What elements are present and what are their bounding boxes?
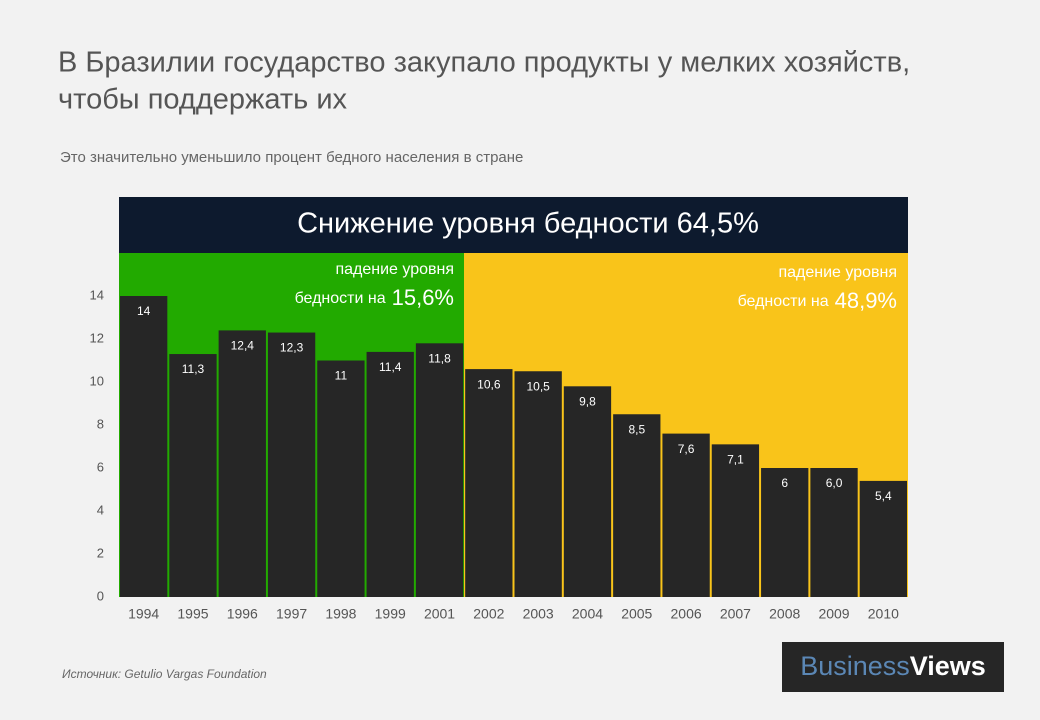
x-tick-label: 1994: [128, 606, 159, 622]
value-label: 11,3: [182, 362, 205, 376]
y-tick-label: 0: [97, 588, 104, 603]
value-label: 7,6: [678, 442, 695, 456]
x-tick-label: 2004: [572, 606, 603, 622]
subtitle: Это значительно уменьшило процент бедног…: [60, 149, 523, 166]
x-tick-label: 2006: [671, 606, 702, 622]
banner: [119, 197, 908, 253]
value-label: 6,0: [826, 476, 843, 490]
banner-text: Снижение уровня бедности 64,5%: [297, 208, 759, 240]
x-tick-label: 1999: [375, 606, 406, 622]
y-tick-label: 2: [97, 545, 104, 560]
bar: [859, 480, 907, 597]
y-tick-label: 6: [97, 459, 104, 474]
annotation: бедности на 15,6%: [295, 285, 454, 310]
bar: [366, 351, 414, 597]
value-label: 10,6: [477, 377, 501, 391]
bar: [810, 468, 858, 597]
y-tick-label: 10: [90, 373, 104, 388]
value-label: 11: [335, 369, 348, 383]
bar: [218, 330, 266, 597]
x-tick-label: 1996: [227, 606, 258, 622]
value-label: 9,8: [579, 394, 596, 408]
annotation: бедности на 48,9%: [738, 288, 897, 313]
bar: [711, 444, 760, 597]
bar: [415, 343, 464, 597]
annotation: бедности на: [295, 290, 386, 307]
source: Источник: Getulio Vargas Foundation: [62, 667, 267, 681]
bar: [465, 369, 513, 597]
x-tick-label: 2005: [621, 606, 652, 622]
value-label: 11,4: [379, 360, 402, 374]
bar: [267, 332, 316, 597]
bar: [563, 386, 612, 597]
value-label: 7,1: [727, 453, 744, 467]
value-label: 12,3: [280, 341, 304, 355]
x-tick-label: 1995: [177, 606, 208, 622]
x-tick-label: 1997: [276, 606, 307, 622]
bar: [514, 371, 562, 597]
title-line: чтобы поддержать их: [58, 84, 348, 116]
bar: [317, 360, 365, 597]
value-label: 12,4: [231, 339, 255, 353]
x-tick-label: 1998: [325, 606, 356, 622]
x-tick-label: 2007: [720, 606, 751, 622]
bar: [120, 296, 168, 597]
annotation: падение уровня: [778, 264, 897, 281]
y-tick-label: 4: [97, 502, 104, 517]
annotation-highlight: 48,9%: [835, 288, 897, 313]
logo: BusinessViews: [800, 651, 986, 681]
x-tick-label: 2010: [868, 606, 899, 622]
annotation-highlight: 15,6%: [392, 285, 454, 310]
logo-box: [782, 642, 1004, 692]
logo-part: Business: [800, 651, 910, 681]
bar: [169, 354, 217, 597]
bar: [613, 414, 661, 597]
value-label: 6: [781, 476, 788, 490]
value-label: 5,4: [875, 489, 892, 503]
title-line: В Бразилии государство закупало продукты…: [58, 47, 910, 79]
value-label: 10,5: [526, 379, 550, 393]
x-tick-label: 2003: [523, 606, 554, 622]
x-tick-label: 2008: [769, 606, 800, 622]
y-tick-label: 14: [90, 287, 104, 302]
bar: [662, 433, 710, 597]
x-tick-label: 2009: [818, 606, 849, 622]
value-label: 11,8: [428, 351, 451, 365]
logo-part: Views: [910, 651, 986, 681]
y-tick-label: 8: [97, 416, 104, 431]
bar: [761, 468, 809, 597]
x-tick-label: 2001: [424, 606, 455, 622]
annotation: бедности на: [738, 293, 829, 310]
y-tick-label: 12: [90, 330, 104, 345]
x-tick-label: 2002: [473, 606, 504, 622]
annotation: падение уровня: [335, 261, 454, 278]
value-label: 8,5: [628, 422, 645, 436]
value-label: 14: [137, 304, 151, 318]
